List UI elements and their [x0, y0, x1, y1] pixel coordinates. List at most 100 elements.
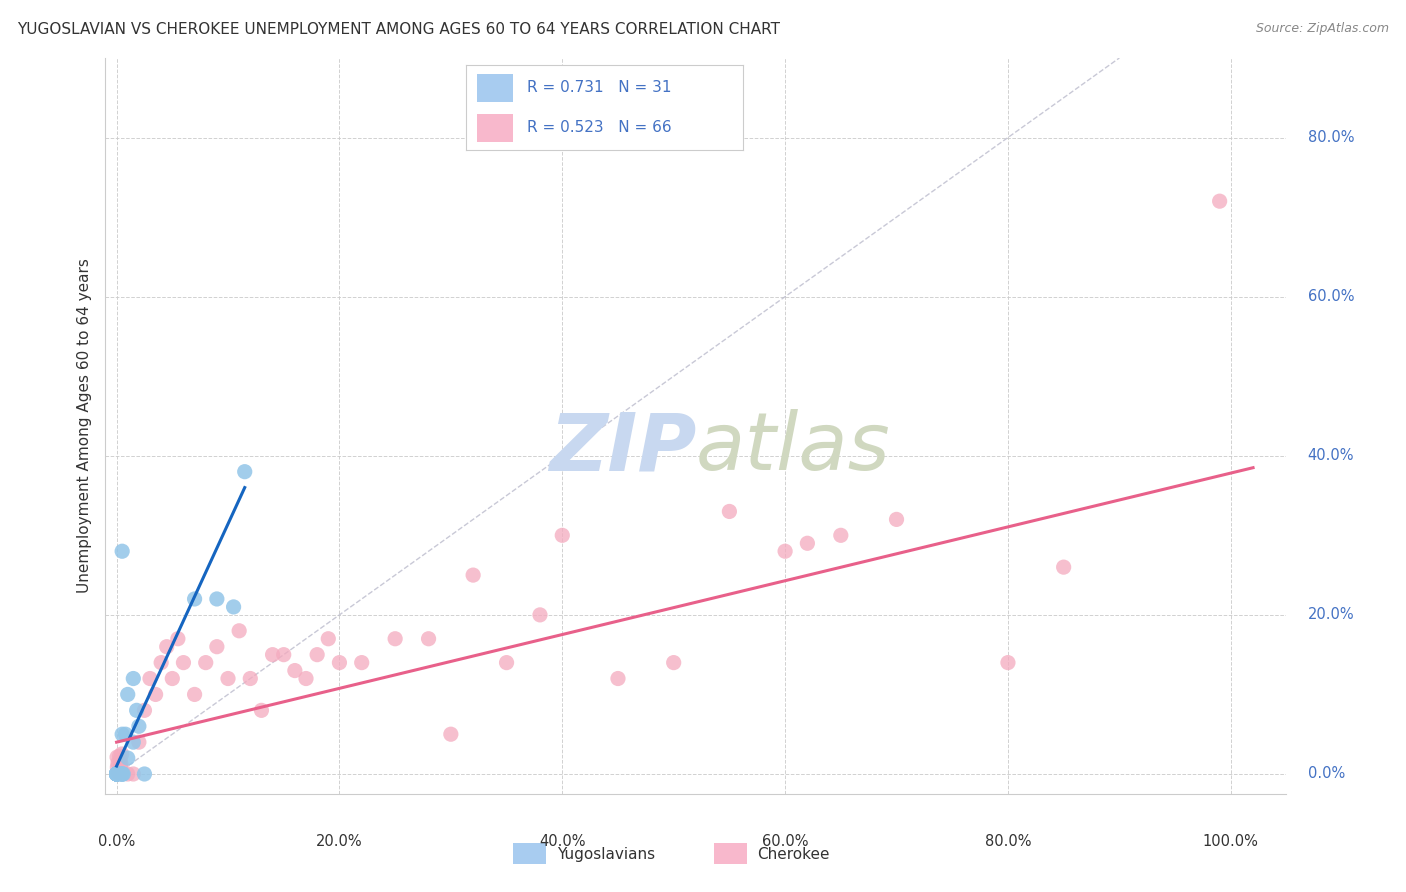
- Point: [233, 465, 256, 479]
- Point: [105, 767, 128, 781]
- Point: [117, 688, 139, 702]
- Point: [108, 749, 131, 764]
- Point: [105, 767, 128, 781]
- Point: [134, 767, 156, 781]
- Point: [205, 591, 228, 606]
- Point: [284, 664, 307, 678]
- Point: [183, 688, 205, 702]
- Point: [108, 763, 131, 777]
- Point: [316, 632, 339, 646]
- Point: [111, 544, 134, 558]
- Point: [418, 632, 440, 646]
- Point: [156, 640, 179, 654]
- Point: [112, 767, 135, 781]
- Point: [1208, 194, 1230, 209]
- Point: [105, 767, 128, 781]
- Point: [150, 656, 173, 670]
- Point: [463, 568, 485, 582]
- Point: [128, 719, 150, 733]
- Point: [111, 767, 134, 781]
- Point: [1053, 560, 1076, 574]
- Point: [239, 672, 262, 686]
- Point: [773, 544, 796, 558]
- Point: [350, 656, 373, 670]
- Text: 80.0%: 80.0%: [1308, 130, 1354, 145]
- Point: [796, 536, 818, 550]
- Point: [125, 703, 148, 717]
- Text: 20.0%: 20.0%: [1308, 607, 1354, 623]
- Point: [122, 672, 145, 686]
- Text: 0.0%: 0.0%: [98, 834, 135, 849]
- Point: [108, 767, 131, 781]
- Point: [134, 703, 156, 717]
- Point: [122, 767, 145, 781]
- Text: 60.0%: 60.0%: [762, 834, 808, 849]
- Point: [139, 672, 162, 686]
- Text: Source: ZipAtlas.com: Source: ZipAtlas.com: [1256, 22, 1389, 36]
- Text: 100.0%: 100.0%: [1204, 834, 1258, 849]
- Point: [117, 767, 139, 781]
- Point: [110, 756, 132, 771]
- Point: [105, 767, 128, 781]
- Point: [295, 672, 318, 686]
- Point: [105, 767, 128, 781]
- Point: [495, 656, 517, 670]
- Point: [105, 750, 128, 764]
- Point: [328, 656, 350, 670]
- Point: [107, 756, 129, 771]
- Point: [440, 727, 463, 741]
- Text: ZIP: ZIP: [548, 409, 696, 487]
- Point: [217, 672, 239, 686]
- Point: [250, 703, 273, 717]
- Point: [228, 624, 250, 638]
- Point: [145, 688, 167, 702]
- Point: [117, 751, 139, 765]
- Bar: [714, 843, 747, 863]
- Point: [105, 767, 128, 781]
- Point: [529, 607, 551, 622]
- Point: [222, 599, 245, 614]
- Point: [273, 648, 295, 662]
- Text: 60.0%: 60.0%: [1308, 289, 1354, 304]
- Point: [307, 648, 329, 662]
- Point: [384, 632, 406, 646]
- Point: [997, 656, 1019, 670]
- Text: 80.0%: 80.0%: [984, 834, 1031, 849]
- Point: [110, 760, 132, 774]
- Point: [607, 672, 630, 686]
- Text: 0.0%: 0.0%: [1308, 766, 1346, 781]
- Point: [114, 727, 136, 741]
- Point: [105, 767, 128, 781]
- Text: 40.0%: 40.0%: [538, 834, 585, 849]
- Text: atlas: atlas: [696, 409, 891, 487]
- Point: [886, 512, 908, 526]
- Point: [194, 656, 217, 670]
- Point: [128, 735, 150, 749]
- Text: 20.0%: 20.0%: [316, 834, 363, 849]
- Bar: [513, 843, 546, 863]
- Point: [111, 727, 134, 741]
- Point: [108, 753, 131, 767]
- Point: [172, 656, 194, 670]
- Point: [205, 640, 228, 654]
- Point: [107, 765, 129, 780]
- Text: 40.0%: 40.0%: [1308, 449, 1354, 463]
- Point: [105, 767, 128, 781]
- Point: [105, 767, 128, 781]
- Point: [111, 747, 134, 761]
- Point: [105, 767, 128, 781]
- Point: [162, 672, 184, 686]
- Text: YUGOSLAVIAN VS CHEROKEE UNEMPLOYMENT AMONG AGES 60 TO 64 YEARS CORRELATION CHART: YUGOSLAVIAN VS CHEROKEE UNEMPLOYMENT AMO…: [17, 22, 780, 37]
- Point: [122, 735, 145, 749]
- Point: [262, 648, 284, 662]
- Point: [167, 632, 190, 646]
- Text: Cherokee: Cherokee: [758, 847, 830, 862]
- Point: [111, 767, 134, 781]
- Point: [108, 765, 131, 780]
- Point: [105, 760, 128, 774]
- Point: [830, 528, 852, 542]
- Point: [183, 591, 205, 606]
- Y-axis label: Unemployment Among Ages 60 to 64 years: Unemployment Among Ages 60 to 64 years: [76, 259, 91, 593]
- Point: [111, 767, 134, 781]
- Point: [551, 528, 574, 542]
